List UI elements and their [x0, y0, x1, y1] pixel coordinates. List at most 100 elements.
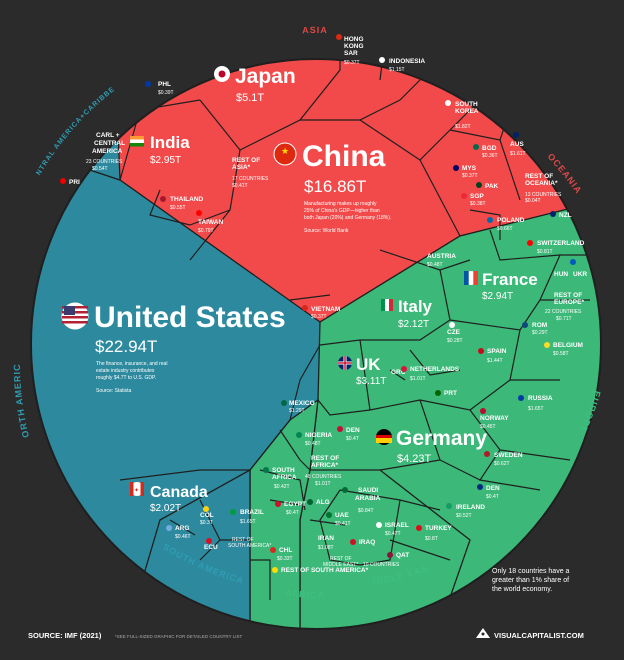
value-austria: $0.48T: [427, 262, 443, 268]
flag-taiwan-icon: [196, 210, 202, 216]
note-rest-africa: 48 COUNTRIES: [305, 474, 342, 480]
label-spain: SPAIN: [487, 348, 507, 355]
label-netherlands: SWEDEN: [494, 452, 523, 459]
annotation-china: Manufacturing makes up roughly 25% of Chi…: [304, 201, 391, 221]
label-cze: ROM: [532, 322, 547, 329]
note-rest-oceania: 13 COUNTRIES: [525, 192, 562, 198]
label-ukr: UKR: [573, 271, 587, 278]
flag-south-africa-icon: [263, 467, 269, 473]
value-germany: $4.23T: [397, 453, 432, 465]
flag-vietnam-icon: [302, 305, 308, 311]
label-poland: NETHERLANDS: [410, 366, 460, 373]
source-china: Source: World Bank: [304, 228, 349, 234]
label-vietnam: VIETNAM: [311, 306, 340, 313]
label-russia: RUSSIA: [528, 395, 553, 402]
label-grc: GRC: [391, 369, 406, 376]
value-spain: $1.44T: [487, 358, 503, 364]
value-uk: $3.11T: [356, 376, 386, 387]
flag-aus-icon: [513, 132, 519, 138]
flag-switzerland-icon: [527, 240, 533, 246]
flag-iraq-icon: [350, 539, 356, 545]
label-carl-central: CARL + CENTRAL AMERICA: [92, 132, 125, 155]
value-rest-oceania: $0.04T: [525, 198, 541, 204]
label-mexico: MEXICO: [289, 400, 315, 407]
label-chl: CHL: [279, 547, 292, 554]
label-peru: ECU: [204, 544, 218, 551]
label-saudi-arabia: SAUDI ARABIA: [355, 487, 381, 502]
region-label-africa: AFRICA: [285, 588, 325, 600]
label-uae: UAE: [335, 512, 349, 519]
value-turkey: $0.8T: [425, 536, 438, 542]
region-label-north-america: NORTH AMERICA: [0, 0, 31, 439]
flag-saudi-icon: [342, 487, 348, 493]
flag-thailand-icon: [160, 196, 166, 202]
flag-uae-icon: [326, 512, 332, 518]
annotation-us: The finance, insurance, and real estate i…: [96, 361, 167, 381]
label-bgd: BGD: [482, 145, 497, 152]
note-rest-middle-east: 10 COUNTRIES: [363, 562, 400, 568]
label-austria: AUSTRIA: [427, 253, 456, 260]
label-norway: NORWAY: [480, 415, 509, 422]
flag-poland-icon: [401, 366, 407, 372]
label-rest-south-america: REST OF SOUTH AMERICA*: [228, 537, 271, 549]
label-pri: PRI: [69, 179, 80, 186]
value-aus: $1.61T: [510, 151, 526, 157]
value-norway: $0.45T: [480, 424, 496, 430]
source-us: Source: Statista: [96, 388, 132, 394]
country-united-states: United States $22.94T The finance, insur…: [61, 301, 286, 394]
value-russia: $1.65T: [528, 406, 544, 412]
value-china: $16.86T: [304, 177, 366, 196]
label-italy: Italy: [398, 297, 433, 316]
flag-fin-icon: [449, 322, 455, 328]
flag-egypt-icon: [275, 501, 281, 507]
label-pak: PAK: [485, 183, 499, 190]
value-switzerland: $0.81T: [537, 249, 553, 255]
flag-prt-icon: [435, 390, 441, 396]
value-japan: $5.1T: [236, 92, 264, 104]
flag-peru-icon: [206, 538, 212, 544]
label-iraq: IRAQ: [359, 539, 375, 546]
label-hun: HUN: [554, 271, 568, 278]
flag-china-icon: [273, 142, 297, 166]
value-mexico: $1.29T: [289, 408, 305, 414]
value-ireland: $0.52T: [456, 513, 472, 519]
label-nzl: NZL: [559, 212, 572, 219]
note-rest-asia: 17 COUNTRIES: [232, 176, 269, 182]
value-canada: $2.02T: [150, 503, 181, 514]
country-germany: Germany $4.23T: [376, 427, 487, 465]
value-south-korea: $1.82T: [455, 124, 471, 130]
footer-note: *SEE FULL-SIZED GRAPHIC FOR DETAILED COU…: [115, 634, 243, 639]
footer-source: SOURCE: IMF (2021): [28, 631, 102, 640]
value-cze: $0.29T: [532, 330, 548, 336]
label-germany: Germany: [396, 427, 487, 450]
flag-ecu-icon: [272, 567, 278, 573]
value-thailand: $0.55T: [170, 205, 186, 211]
value-indonesia: $1.15T: [389, 67, 405, 73]
small-labels: PHL $0.39T HONG KONG SAR $0.37T INDONESIA …: [69, 36, 587, 574]
flag-col-icon: [203, 506, 209, 512]
note-carl-central: 23 COUNTRIES: [86, 159, 123, 165]
label-israel: ISRAEL: [385, 522, 409, 529]
label-rom: DEN: [486, 485, 500, 492]
flag-cze-icon: [522, 322, 528, 328]
value-rest-africa: $1.01T: [315, 481, 331, 487]
label-south-korea: SOUTH KOREA: [455, 101, 479, 115]
flag-qat-icon: [387, 552, 393, 558]
label-france: France: [482, 270, 538, 289]
flag-brazil-icon: [230, 509, 236, 515]
value-phl: $0.39T: [158, 90, 174, 96]
country-canada: ✦ Canada $2.02T: [130, 482, 208, 514]
label-phl: PHL: [158, 81, 171, 88]
brand-logo-icon: [476, 628, 490, 638]
side-note: Only 18 countries have a greater than 1% …: [492, 568, 570, 593]
value-chl: $0.33T: [277, 556, 293, 562]
label-sgp: SGP: [470, 193, 484, 200]
label-china: China: [302, 140, 386, 173]
value-uae: $0.41T: [335, 521, 351, 527]
value-poland: $1.01T: [410, 376, 426, 382]
label-turkey: TURKEY: [425, 525, 452, 532]
maple-leaf-icon: ✦: [134, 487, 139, 494]
flag-rom-icon: [477, 484, 483, 490]
